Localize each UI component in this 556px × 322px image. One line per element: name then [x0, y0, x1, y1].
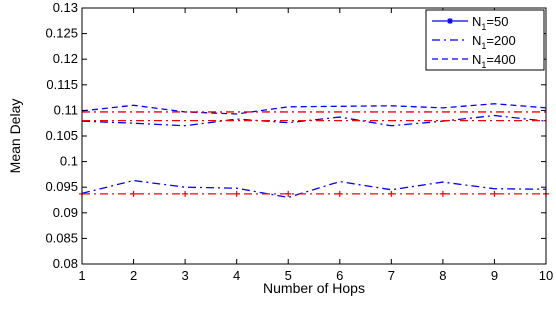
legend-label: N1=400: [472, 52, 516, 70]
legend-star-marker: [447, 18, 453, 24]
y-tick-label: 0.11: [54, 102, 78, 117]
y-tick-label: 0.08: [53, 256, 78, 271]
series-line-n200_dashdot: [81, 114, 547, 127]
x-tick-label: 10: [539, 268, 553, 283]
x-tick-label: 5: [285, 268, 292, 283]
y-tick-label: 0.125: [45, 26, 78, 41]
y-tick-label: 0.085: [45, 230, 78, 245]
data-point-marker: [439, 190, 446, 197]
series-line-n50_dashdot: [81, 179, 547, 199]
x-tick-label: 9: [491, 268, 498, 283]
x-tick-label: 7: [388, 268, 395, 283]
y-tick-label: 0.105: [45, 128, 78, 143]
series-line-n400_dashed: [81, 103, 547, 115]
y-tick-label: 0.12: [53, 51, 78, 66]
y-tick-label: 0.1: [60, 154, 78, 169]
legend-label: N1=50: [472, 14, 508, 32]
x-tick-label: 2: [130, 268, 137, 283]
axis-ticks: 1 2 3 4 5 6 7 8 9 10 0.08 0.085 0.09 0.095 0.1 0.105 0.1…: [45, 0, 553, 283]
data-point-marker: [491, 190, 498, 197]
x-tick-label: 4: [233, 268, 240, 283]
data-point-marker: [285, 190, 292, 197]
legend-label: N1=200: [472, 33, 516, 51]
plot-area: [79, 103, 549, 199]
x-tick-label: 3: [181, 268, 188, 283]
x-tick-label: 8: [439, 268, 446, 283]
y-axis-label: Mean Delay: [7, 99, 23, 174]
x-tick-label: 6: [336, 268, 343, 283]
data-point-marker: [182, 190, 189, 197]
y-tick-label: 0.115: [46, 77, 78, 92]
y-tick-label: 0.095: [45, 179, 78, 194]
data-point-marker: [388, 190, 395, 197]
y-tick-label: 0.09: [53, 205, 78, 220]
x-tick-label: 1: [78, 268, 85, 283]
y-tick-label: 0.13: [53, 0, 78, 15]
x-axis-label: Number of Hops: [263, 280, 365, 296]
data-point-marker: [336, 190, 343, 197]
data-point-marker: [233, 190, 240, 197]
data-point-marker: [130, 190, 137, 197]
